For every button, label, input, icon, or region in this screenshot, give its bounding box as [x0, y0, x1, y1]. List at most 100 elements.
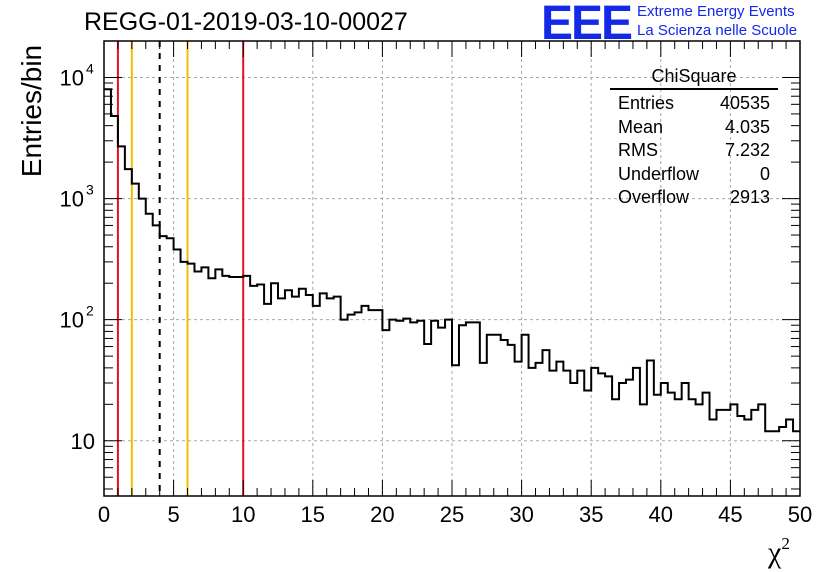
histogram-bin — [786, 419, 793, 496]
histogram-bin — [181, 262, 188, 496]
histogram-bin — [501, 340, 508, 496]
histogram-bin — [132, 184, 139, 496]
histogram-bin — [619, 383, 626, 496]
x-axis-label-exponent: 2 — [781, 534, 790, 553]
x-tick-label: 15 — [301, 502, 325, 527]
histogram-bin — [125, 169, 132, 496]
histogram-bin — [494, 335, 501, 496]
x-tick-label: 45 — [718, 502, 742, 527]
histogram-bin — [675, 399, 682, 496]
histogram-bin — [313, 306, 320, 496]
histogram-bin — [201, 267, 208, 496]
stats-label: Mean — [618, 116, 664, 137]
histogram-bin — [730, 404, 737, 496]
x-tick-label: 25 — [440, 502, 464, 527]
histogram-bin — [104, 89, 111, 496]
histogram-bin — [382, 330, 389, 496]
x-axis-label-symbol: χ — [768, 536, 782, 569]
y-tick-label: 10 — [71, 429, 95, 454]
y-tick-exponent: 4 — [86, 60, 94, 76]
histogram-bin — [682, 383, 689, 496]
x-tick-label: 20 — [370, 502, 394, 527]
histogram-bin — [167, 238, 174, 496]
histogram-bin — [236, 277, 243, 496]
histogram-bin — [710, 419, 717, 496]
histogram-bin — [536, 363, 543, 496]
histogram-bin — [174, 249, 181, 496]
stats-row-rms: RMS 7.232 — [610, 139, 778, 163]
histogram-bin — [570, 383, 577, 496]
histogram-bin — [626, 380, 633, 496]
x-tick-label: 50 — [788, 502, 812, 527]
stats-value: 7.232 — [724, 140, 770, 160]
histogram-bin — [605, 376, 612, 496]
histogram-line — [104, 88, 800, 433]
x-tick-label: 5 — [167, 502, 179, 527]
histogram-bin — [744, 419, 751, 496]
stats-title: ChiSquare — [610, 66, 778, 90]
y-tick-exponent: 2 — [86, 303, 94, 319]
histogram-bin — [480, 363, 487, 496]
histogram-bin — [153, 225, 160, 496]
histogram-bin — [431, 321, 438, 496]
y-tick-label: 10 — [60, 187, 84, 212]
histogram-bin — [188, 264, 195, 496]
histogram-bin — [355, 312, 362, 496]
histogram-bin — [723, 410, 730, 496]
histogram-bin — [654, 395, 661, 496]
histogram-bin — [424, 344, 431, 496]
histogram-bin — [299, 289, 306, 496]
histogram-bin — [139, 199, 146, 496]
histogram-bin — [243, 276, 250, 496]
histogram-bin — [396, 321, 403, 496]
histogram-bin — [257, 285, 264, 496]
stats-row-mean: Mean 4.035 — [610, 116, 778, 140]
x-tick-label: 30 — [509, 502, 533, 527]
y-tick-label: 10 — [60, 308, 84, 333]
stats-label: Underflow — [618, 163, 700, 184]
histogram-bin — [410, 322, 417, 496]
histogram-bin — [222, 276, 229, 496]
x-axis-label: χ2 — [768, 534, 790, 570]
histogram-bin — [598, 373, 605, 496]
histogram-bin — [772, 431, 779, 496]
x-tick-label: 40 — [649, 502, 673, 527]
histogram-bin — [549, 371, 556, 496]
stats-row-entries: Entries 40535 — [610, 92, 778, 116]
histogram-bin — [264, 304, 271, 496]
y-axis-label: Entries/bin — [16, 44, 47, 178]
histogram-bin — [459, 325, 466, 496]
stats-value: 2913 — [729, 187, 770, 207]
stats-row-overflow: Overflow 2913 — [610, 186, 778, 210]
histogram-bin — [278, 298, 285, 496]
histogram-bin — [751, 410, 758, 496]
histogram-bin — [737, 416, 744, 496]
histogram-bin — [522, 335, 529, 496]
histogram-bin — [716, 410, 723, 496]
histogram-bin — [362, 306, 369, 496]
histogram-bin — [473, 322, 480, 496]
histogram-bin — [306, 295, 313, 496]
histogram-bin — [696, 404, 703, 496]
histogram-bin — [285, 290, 292, 496]
histogram-bin — [689, 399, 696, 496]
logo-line-1: Extreme Energy Events — [637, 3, 795, 20]
histogram-bin — [368, 310, 375, 496]
histogram-bin — [452, 365, 459, 496]
histogram-bin — [466, 322, 473, 496]
plot-title: REGG-01-2019-03-10-00027 — [84, 8, 408, 36]
histogram-bin — [563, 371, 570, 496]
histogram-bin — [487, 335, 494, 496]
stats-row-underflow: Underflow 0 — [610, 163, 778, 187]
histogram-bin — [417, 321, 424, 496]
eee-logo: EEE — [541, 0, 633, 50]
stats-box: ChiSquare Entries 40535 Mean 4.035 RMS 7.23… — [610, 66, 778, 210]
histogram-bin — [146, 214, 153, 496]
histogram-bin — [445, 320, 452, 496]
histogram-bin — [320, 293, 327, 496]
histogram-bin — [508, 345, 515, 496]
histogram-bin — [438, 328, 445, 496]
histogram-bin — [194, 271, 201, 496]
histogram-bin — [612, 399, 619, 496]
histogram-bin — [389, 320, 396, 496]
